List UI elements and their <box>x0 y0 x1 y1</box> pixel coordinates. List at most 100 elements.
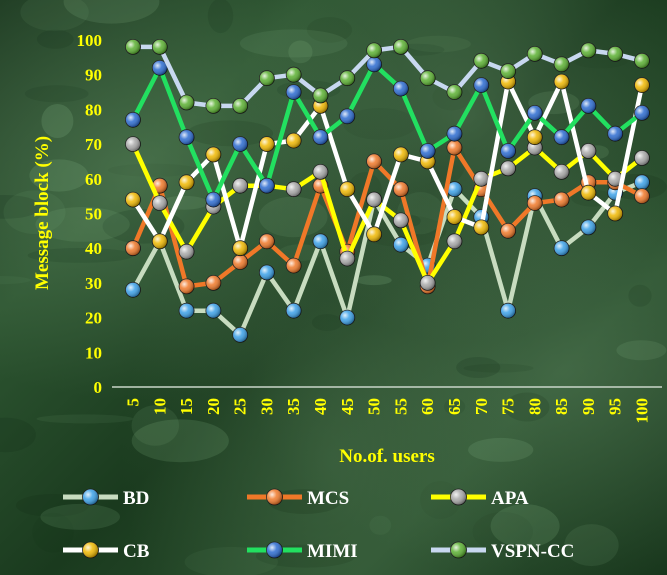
legend-marker-shine <box>82 489 99 505</box>
series-cb-group <box>125 73 650 257</box>
data-point-shine <box>366 192 382 208</box>
data-point-shine <box>473 171 489 187</box>
data-point-shine <box>232 240 248 256</box>
y-tick-labels: 0 10 20 30 40 50 60 70 80 90 100 <box>77 31 103 397</box>
y-tick-label: 100 <box>77 31 103 50</box>
y-tick-label: 80 <box>85 100 102 119</box>
data-point-shine <box>607 206 623 221</box>
background-texture-blob <box>463 363 534 373</box>
data-point-shine <box>152 233 168 249</box>
series-bd-group <box>125 174 650 343</box>
y-tick-label: 50 <box>85 205 102 224</box>
data-point-shine <box>125 240 141 256</box>
background-texture-blob <box>131 405 179 446</box>
data-point-shine <box>259 136 275 152</box>
data-point-shine <box>580 98 596 114</box>
data-point-shine <box>152 39 168 55</box>
background-texture-blob <box>456 357 501 378</box>
data-point-shine <box>580 143 596 159</box>
data-point-shine <box>232 136 248 152</box>
y-tick-label: 0 <box>94 378 103 397</box>
background-texture-blob <box>616 340 667 361</box>
legend-marker-shine <box>450 489 467 505</box>
background-texture-blob <box>490 504 560 548</box>
data-point-shine <box>259 178 275 194</box>
data-point-shine <box>607 126 623 142</box>
legend-item: VSPN-CC <box>431 541 574 562</box>
x-tick-label: 50 <box>365 398 384 415</box>
data-point-shine <box>259 233 275 249</box>
background-texture-blob <box>468 437 534 462</box>
background-texture-blob <box>159 195 209 210</box>
background-texture-blob <box>306 17 353 43</box>
data-point-shine <box>393 39 409 55</box>
background-texture-blob <box>311 314 343 331</box>
series-line-apa <box>130 141 645 286</box>
background-texture-blob <box>41 104 74 138</box>
series-vspn-cc-group <box>125 39 650 114</box>
background-texture-blob <box>472 511 533 552</box>
data-point-shine <box>554 240 570 256</box>
x-tick-label: 30 <box>257 398 276 415</box>
background-texture-blob <box>36 29 74 49</box>
y-tick-label: 90 <box>85 66 102 85</box>
x-tick-label: 100 <box>633 398 652 424</box>
data-point-shine <box>286 258 302 274</box>
data-point-shine <box>500 303 516 319</box>
x-tick-label: 35 <box>284 398 303 415</box>
data-point-shine <box>313 88 328 103</box>
data-point-shine <box>634 53 650 69</box>
x-tick-label: 10 <box>150 398 169 415</box>
data-point-shine <box>420 275 436 291</box>
data-point-shine <box>313 233 328 249</box>
background-texture-blob <box>20 0 89 32</box>
data-point-shine <box>259 70 275 86</box>
data-point-shine <box>447 181 462 197</box>
legend-label: VSPN-CC <box>491 541 574 562</box>
background-texture-blob <box>63 0 160 24</box>
data-point-shine <box>179 278 195 294</box>
legend-item: BD <box>63 488 149 509</box>
y-tick-label: 60 <box>85 170 102 189</box>
data-point-shine <box>554 164 570 180</box>
background-texture-blob <box>420 481 461 519</box>
series-apa-group <box>125 136 650 291</box>
data-point-shine <box>232 178 248 194</box>
data-point-shine <box>500 160 516 176</box>
data-point-shine <box>500 223 516 239</box>
background-texture-blob <box>278 244 323 261</box>
data-point-shine <box>447 233 462 249</box>
data-point-shine <box>313 164 328 180</box>
x-tick-label: 25 <box>231 398 250 415</box>
data-point-shine <box>634 105 650 121</box>
data-point-shine <box>580 185 596 201</box>
background-texture-blob <box>0 195 42 219</box>
x-tick-label: 60 <box>418 398 437 415</box>
background-texture-blob <box>131 419 229 463</box>
background-texture-blob <box>36 414 134 424</box>
data-point-shine <box>447 126 462 142</box>
data-point-shine <box>527 195 543 211</box>
x-tick-label: 70 <box>472 398 491 415</box>
data-point-shine <box>473 53 489 69</box>
data-point-shine <box>554 74 570 90</box>
x-tick-label: 5 <box>124 398 143 407</box>
data-point-shine <box>366 56 382 72</box>
data-point-shine <box>179 244 195 260</box>
background-texture-blob <box>15 494 89 517</box>
data-point-shine <box>179 303 195 319</box>
data-point-shine <box>125 282 141 298</box>
background-texture-blob <box>32 512 74 553</box>
data-point-shine <box>473 77 489 93</box>
background-texture-blob <box>35 207 130 242</box>
legend-item: APA <box>431 488 529 509</box>
background-texture-blob <box>369 515 392 535</box>
x-tick-label: 40 <box>311 398 330 415</box>
background-texture-blob <box>564 524 619 567</box>
series-line-cb <box>130 79 645 251</box>
x-tick-label: 15 <box>177 398 196 415</box>
data-point-shine <box>420 70 436 86</box>
data-point-shine <box>232 254 248 270</box>
background-texture-blob <box>3 190 66 234</box>
